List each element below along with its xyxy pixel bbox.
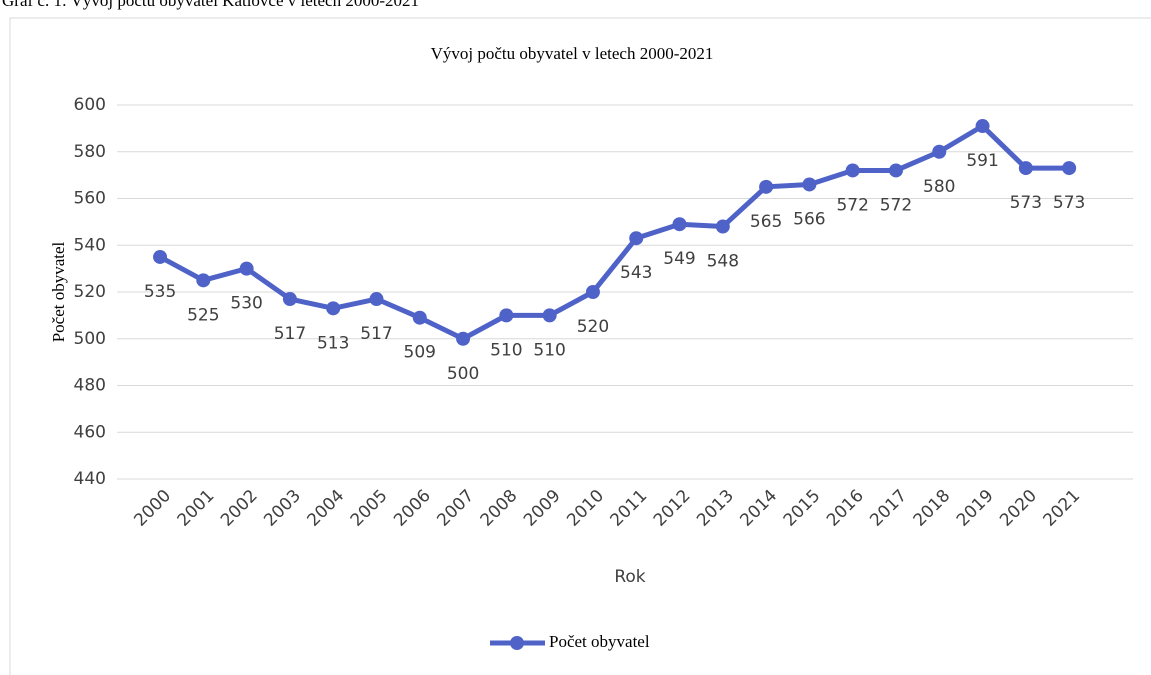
y-axis-title: Počet obyvatel [49,241,68,342]
data-label: 509 [404,343,436,363]
y-tick-label: 560 [74,189,106,209]
legend-label: Počet obyvatel [549,632,650,651]
data-label: 520 [577,317,609,337]
data-point [412,310,427,325]
data-label: 566 [793,209,825,229]
data-label: 549 [663,249,695,269]
data-label: 591 [966,151,998,171]
data-point [802,177,817,192]
data-label: 535 [144,282,176,302]
chart-frame [9,17,1151,675]
data-point [542,308,557,323]
data-point [585,285,600,299]
chart-title: Vývoj počtu obyvatel v letech 2000-2021 [431,44,714,63]
data-label: 572 [880,195,912,215]
data-point [629,231,644,246]
data-label: 573 [1010,193,1042,213]
data-point [932,144,947,159]
y-tick-label: 540 [74,235,106,255]
data-label: 510 [490,340,522,360]
x-axis-title: Rok [614,567,645,587]
data-point [456,331,471,346]
data-label: 517 [274,324,306,344]
y-tick-label: 600 [74,95,106,115]
data-point [888,163,903,178]
data-point [715,219,730,234]
data-point [1062,161,1077,176]
data-point [975,119,990,134]
data-point [153,249,168,264]
data-point [845,163,860,178]
data-label: 573 [1053,193,1085,213]
data-label: 543 [620,263,652,283]
data-label: 580 [923,177,955,197]
data-point [499,308,514,323]
y-tick-label: 460 [74,422,106,442]
data-point [196,273,211,288]
data-label: 517 [360,324,392,344]
data-point [1018,161,1033,176]
y-tick-label: 440 [74,469,106,489]
data-label: 525 [187,305,219,325]
legend-marker [510,636,524,650]
data-label: 548 [707,252,739,272]
data-point [759,179,774,194]
data-label: 500 [447,364,479,384]
data-label: 513 [317,333,349,353]
data-point [369,292,384,307]
data-label: 572 [836,195,868,215]
data-point [282,292,297,307]
caption: Graf č. 1: Vývoj počtu obyvatel Katlovce… [2,0,419,10]
y-tick-label: 580 [74,142,106,162]
y-tick-label: 480 [74,376,106,396]
data-label: 530 [230,294,262,314]
data-line [158,123,1070,342]
data-label: 510 [533,340,565,360]
y-tick-label: 520 [74,282,106,302]
y-tick-label: 500 [74,329,106,349]
data-point [239,261,254,276]
data-label: 565 [750,212,782,232]
data-point [326,301,341,316]
data-point [672,217,687,232]
